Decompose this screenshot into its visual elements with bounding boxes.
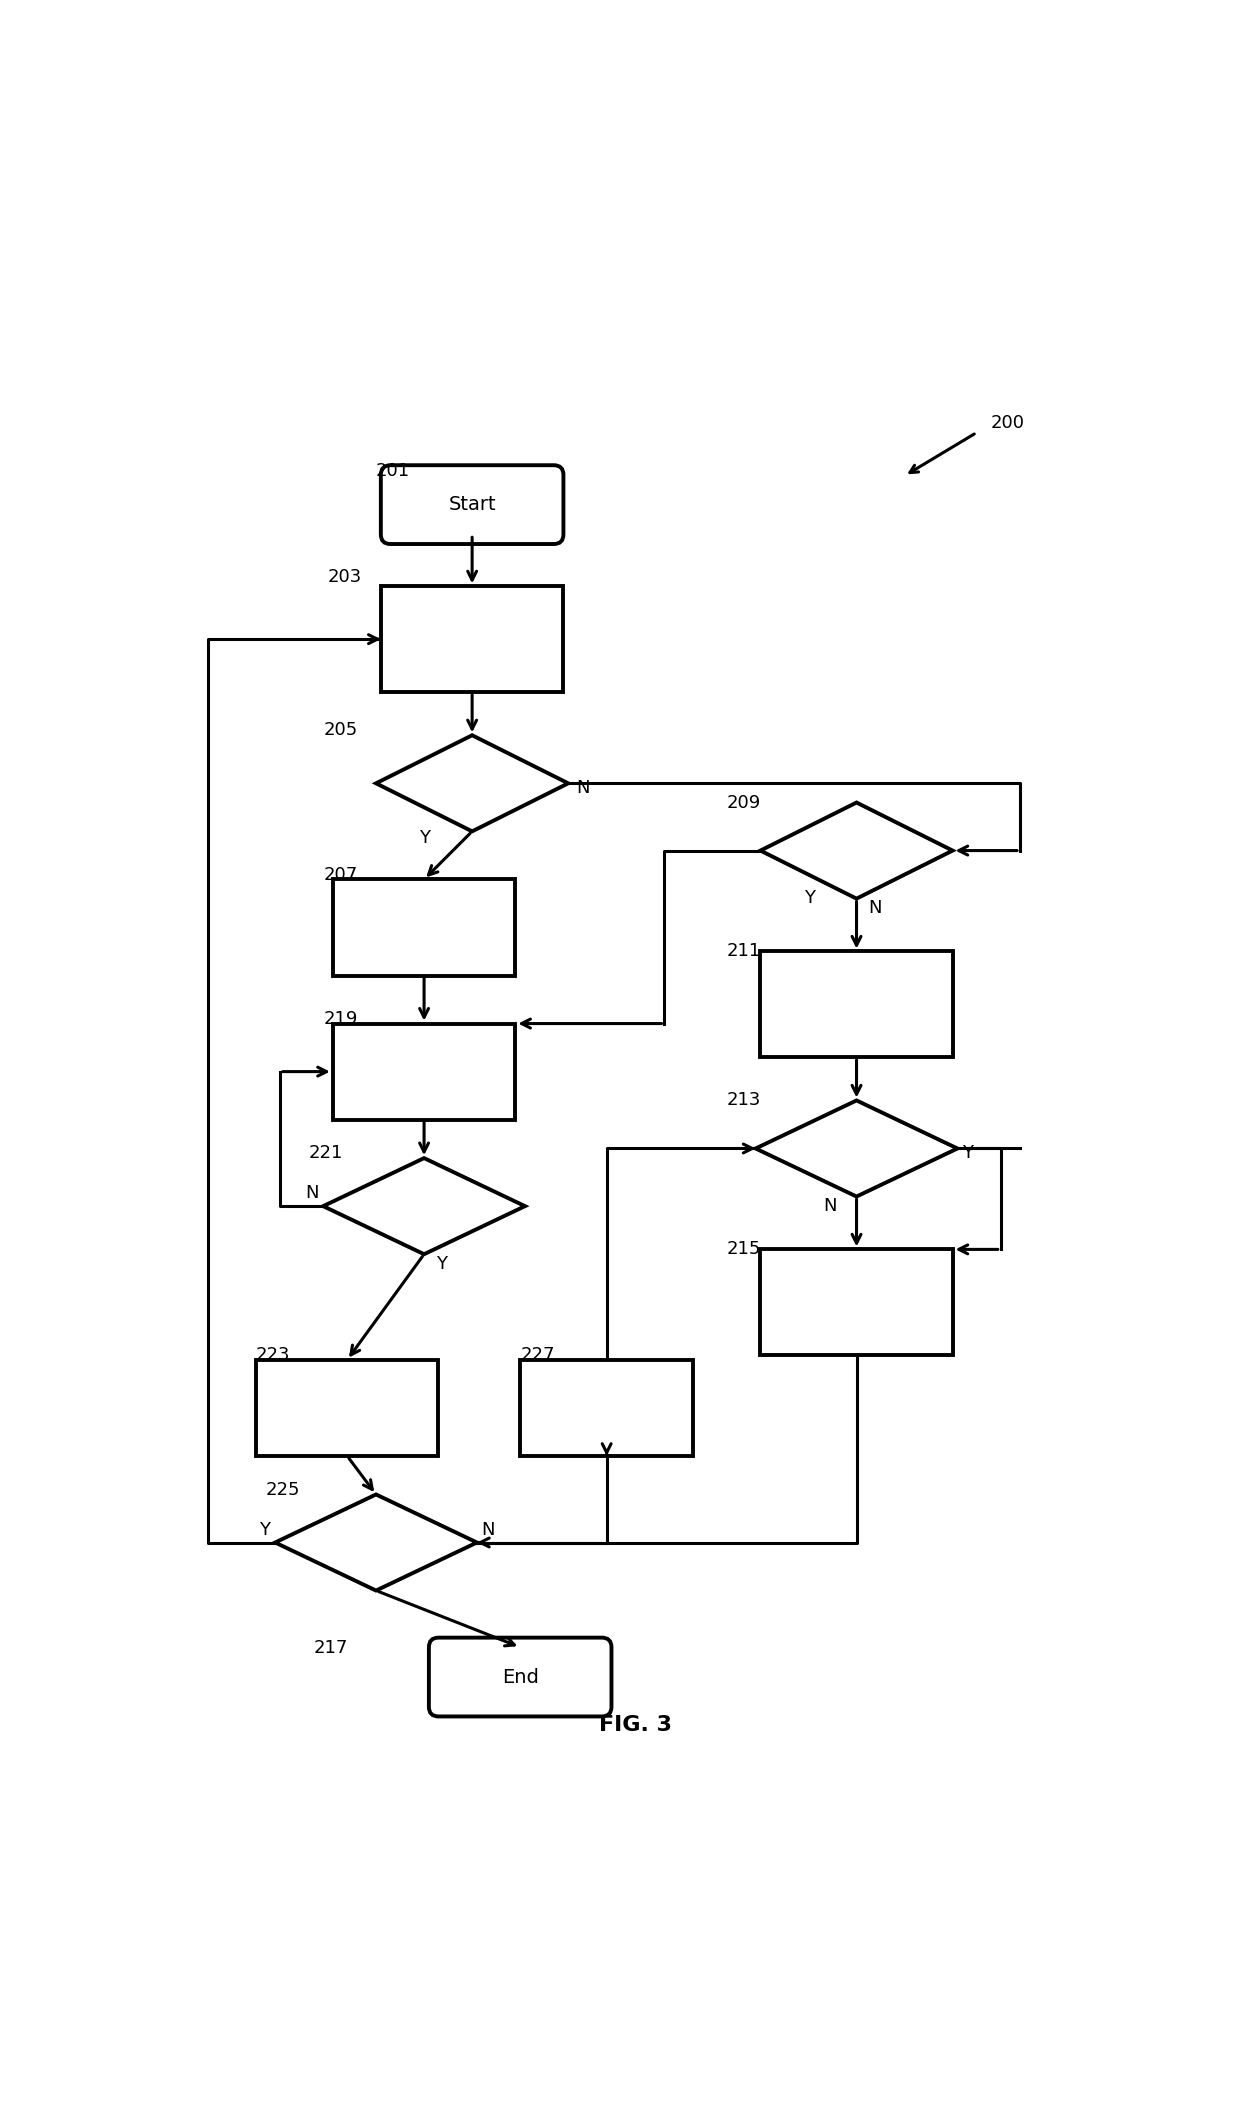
Text: Y: Y <box>259 1521 270 1538</box>
FancyBboxPatch shape <box>381 465 563 543</box>
Text: 207: 207 <box>324 866 357 883</box>
Text: 227: 227 <box>521 1345 554 1364</box>
Polygon shape <box>755 1101 957 1197</box>
Text: N: N <box>481 1521 495 1538</box>
Bar <box>332 879 516 976</box>
Bar <box>521 1360 693 1456</box>
Text: 217: 217 <box>314 1638 348 1657</box>
Text: 209: 209 <box>727 794 761 811</box>
Text: 219: 219 <box>324 1010 357 1027</box>
Text: Start: Start <box>449 494 496 514</box>
Text: 215: 215 <box>727 1241 761 1258</box>
Text: 211: 211 <box>727 942 761 961</box>
Polygon shape <box>376 734 568 832</box>
Text: Y: Y <box>419 830 430 847</box>
Bar <box>332 1023 516 1120</box>
Polygon shape <box>760 802 952 898</box>
Text: N: N <box>823 1197 837 1216</box>
Text: 203: 203 <box>327 569 362 586</box>
Text: 223: 223 <box>255 1345 290 1364</box>
Text: N: N <box>868 900 882 917</box>
Bar <box>381 586 563 692</box>
Polygon shape <box>275 1494 477 1592</box>
Bar <box>760 951 952 1057</box>
Text: Y: Y <box>962 1144 973 1163</box>
Text: N: N <box>575 779 589 798</box>
FancyBboxPatch shape <box>429 1638 611 1717</box>
Text: 205: 205 <box>324 721 357 738</box>
Bar <box>255 1360 439 1456</box>
Text: End: End <box>502 1668 538 1687</box>
Text: Y: Y <box>435 1254 446 1273</box>
Text: 221: 221 <box>309 1144 343 1163</box>
Text: 225: 225 <box>265 1481 300 1498</box>
Text: 201: 201 <box>376 463 410 480</box>
Text: Y: Y <box>804 889 815 908</box>
Text: N: N <box>305 1184 319 1203</box>
Text: 200: 200 <box>991 414 1025 431</box>
Polygon shape <box>324 1159 525 1254</box>
Text: FIG. 3: FIG. 3 <box>599 1715 672 1736</box>
Text: 213: 213 <box>727 1091 761 1110</box>
Bar <box>760 1250 952 1356</box>
